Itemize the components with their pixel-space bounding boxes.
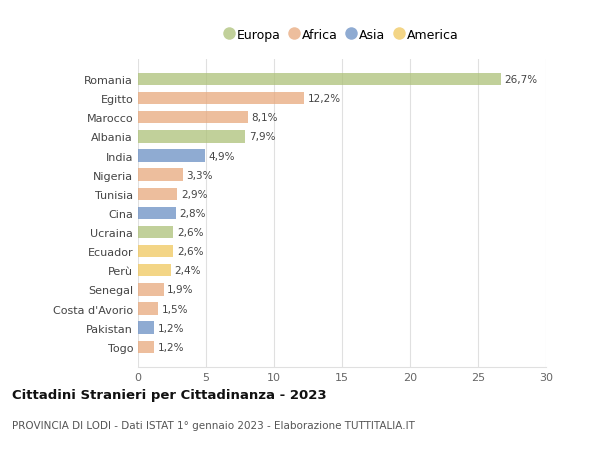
Text: PROVINCIA DI LODI - Dati ISTAT 1° gennaio 2023 - Elaborazione TUTTITALIA.IT: PROVINCIA DI LODI - Dati ISTAT 1° gennai… [12,420,415,430]
Legend: Europa, Africa, Asia, America: Europa, Africa, Asia, America [226,29,458,42]
Bar [138,246,173,258]
Text: 2,9%: 2,9% [181,190,208,199]
Bar [138,169,183,181]
Text: 1,2%: 1,2% [158,342,184,352]
Bar [138,112,248,124]
Text: 1,9%: 1,9% [167,285,194,295]
Text: 2,6%: 2,6% [177,246,203,257]
Bar [138,284,164,296]
Text: 8,1%: 8,1% [251,113,278,123]
Bar [138,207,176,220]
Bar [138,150,205,162]
Bar [138,302,158,315]
Text: 4,9%: 4,9% [208,151,235,161]
Text: 1,5%: 1,5% [162,304,188,314]
Text: 2,4%: 2,4% [174,266,200,276]
Text: 2,8%: 2,8% [179,208,206,218]
Text: 7,9%: 7,9% [249,132,275,142]
Text: Cittadini Stranieri per Cittadinanza - 2023: Cittadini Stranieri per Cittadinanza - 2… [12,388,326,401]
Bar [138,226,173,239]
Bar [138,264,170,277]
Text: 1,2%: 1,2% [158,323,184,333]
Text: 3,3%: 3,3% [186,170,213,180]
Text: 12,2%: 12,2% [307,94,340,104]
Bar [138,131,245,143]
Bar [138,93,304,105]
Text: 2,6%: 2,6% [177,228,203,237]
Bar [138,341,154,353]
Bar [138,322,154,334]
Bar [138,73,501,86]
Bar [138,188,178,201]
Text: 26,7%: 26,7% [505,75,538,85]
